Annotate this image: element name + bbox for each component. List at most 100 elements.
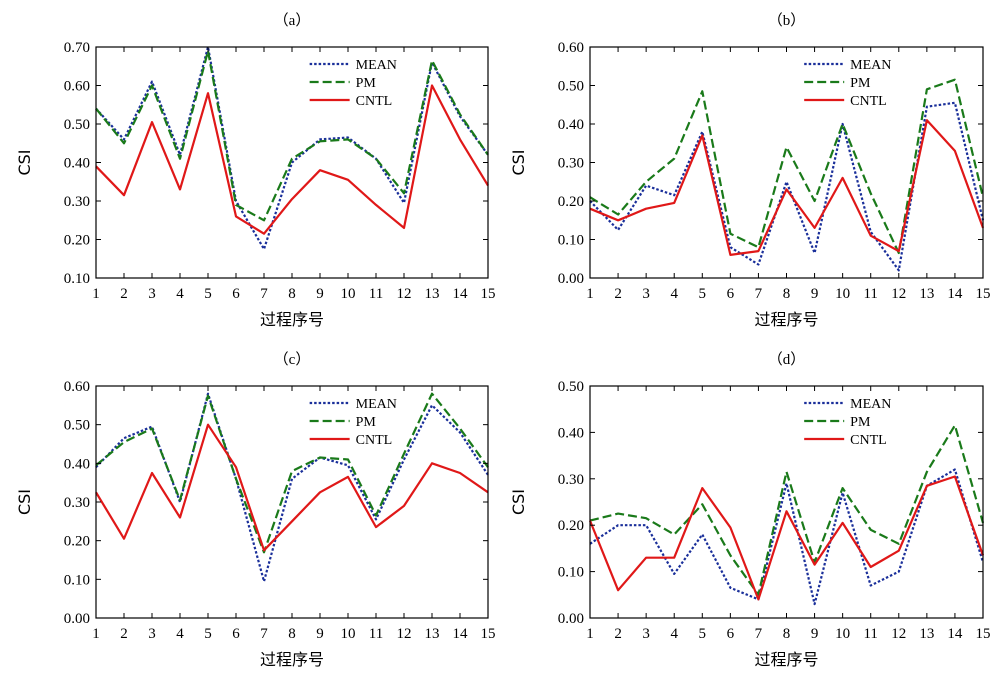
panel-a: （a）0.100.200.300.400.500.600.701 2 3 4 5 6 7 8 9…: [15, 12, 496, 329]
x-tick-label-c: 5: [204, 626, 212, 642]
y-axis-title-d: CSI: [509, 489, 528, 515]
legend-label-c-cntl: CNTL: [356, 433, 393, 448]
panel-a-title: （a）: [274, 12, 311, 29]
y-axis-title-b: CSI: [509, 149, 528, 175]
x-tick-label-b: 6: [727, 286, 735, 302]
x-tick-label-c: 6: [232, 626, 240, 642]
y-tick-label-b: 0.20: [558, 194, 584, 210]
x-tick-label-b: 3: [642, 286, 650, 302]
y-tick-label-c: 0.40: [64, 456, 90, 472]
x-tick-label-d: 9: [811, 626, 819, 642]
series-line-a-pm: [95, 49, 489, 222]
x-tick-label-b: 1: [586, 286, 594, 302]
x-tick-label-a: 1: [92, 286, 100, 302]
x-tick-label-a: 2: [120, 286, 128, 302]
x-tick-label-a: 7: [260, 286, 268, 302]
x-tick-label-a: 14: [453, 286, 469, 302]
x-tick-label-c: 2: [120, 626, 128, 642]
y-tick-label-b: 0.00: [558, 271, 584, 287]
panel-c-title: （c）: [274, 351, 311, 368]
x-tick-label-a: 8: [288, 286, 296, 302]
x-tick-label-b: 10: [835, 286, 850, 302]
y-tick-label-a: 0.20: [64, 233, 90, 249]
x-tick-label-b: 11: [863, 286, 877, 302]
x-tick-label-d: 13: [919, 626, 934, 642]
series-line-c-pm: [95, 392, 489, 554]
x-axis-title-b: 过程序号: [754, 310, 818, 329]
x-tick-label-a: 10: [341, 286, 356, 302]
y-tick-label-b: 0.50: [558, 79, 584, 95]
legend-label-c-pm: PM: [356, 415, 377, 430]
y-axis-title-a: CSI: [15, 149, 34, 175]
y-tick-label-a: 0.60: [64, 79, 90, 95]
x-tick-label-c: 1: [92, 626, 100, 642]
series-line-b-cntl: [589, 119, 985, 256]
y-tick-label-d: 0.30: [558, 472, 584, 488]
legend-label-b-mean: MEAN: [850, 58, 891, 73]
legend-a: MEAN PM CNTL: [309, 58, 397, 109]
x-tick-label-d: 15: [976, 626, 991, 642]
panel-b: （b）0.000.100.200.300.400.500.601 2 3 4 5 6 7 8 9…: [509, 12, 991, 329]
x-tick-label-a: 15: [481, 286, 496, 302]
y-tick-label-a: 0.50: [64, 117, 90, 133]
x-tick-label-b: 14: [947, 286, 963, 302]
x-tick-label-d: 14: [947, 626, 963, 642]
x-axis-title-a: 过程序号: [260, 310, 324, 329]
y-tick-label-b: 0.30: [558, 156, 584, 172]
legend-label-c-mean: MEAN: [356, 397, 397, 412]
series-line-d-pm: [589, 424, 985, 596]
y-tick-label-a: 0.40: [64, 156, 90, 172]
x-tick-label-d: 11: [863, 626, 877, 642]
series-line-c-mean: [95, 392, 489, 583]
y-tick-label-d: 0.00: [558, 611, 584, 627]
x-tick-label-a: 13: [425, 286, 440, 302]
series-line-d-cntl: [588, 475, 985, 601]
y-tick-label-d: 0.20: [558, 518, 584, 534]
y-tick-label-a: 0.70: [64, 40, 90, 56]
y-tick-label-b: 0.60: [558, 40, 584, 56]
x-tick-label-c: 8: [288, 626, 296, 642]
plot-frame-b: [589, 46, 984, 279]
x-tick-label-b: 4: [670, 286, 678, 302]
x-tick-label-c: 12: [397, 626, 412, 642]
x-tick-label-d: 8: [783, 626, 791, 642]
legend-label-b-cntl: CNTL: [850, 94, 887, 109]
x-tick-label-d: 12: [891, 626, 906, 642]
series-line-c-cntl: [95, 423, 489, 552]
x-tick-label-a: 4: [176, 286, 184, 302]
series-line-b-pm: [589, 78, 985, 255]
x-tick-label-b: 5: [699, 286, 707, 302]
plot-frame-d: [589, 385, 984, 619]
panel-b-title: （b）: [768, 12, 806, 29]
x-tick-label-d: 2: [614, 626, 622, 642]
y-tick-label-c: 0.60: [64, 379, 90, 395]
x-tick-label-c: 4: [176, 626, 184, 642]
x-tick-label-b: 15: [976, 286, 991, 302]
x-tick-label-d: 1: [586, 626, 594, 642]
x-tick-label-a: 9: [316, 286, 324, 302]
panel-d: （d）0.000.100.200.300.400.501 2 3 4 5 6 7 8 9 10 11…: [509, 351, 991, 669]
legend-label-d-mean: MEAN: [850, 397, 891, 412]
x-tick-label-b: 7: [755, 286, 763, 302]
legend-label-a-cntl: CNTL: [356, 94, 393, 109]
panel-d-title: （d）: [768, 351, 806, 368]
x-tick-label-d: 6: [727, 626, 735, 642]
x-tick-label-d: 7: [755, 626, 763, 642]
x-tick-label-b: 8: [783, 286, 791, 302]
series-line-a-cntl: [95, 84, 489, 235]
x-tick-label-d: 4: [670, 626, 678, 642]
legend-label-a-pm: PM: [356, 76, 377, 91]
y-tick-label-b: 0.10: [558, 233, 584, 249]
panel-c: （c）0.000.100.200.300.400.500.601 2 3 4 5 6 7 8 9…: [15, 351, 496, 669]
y-tick-label-a: 0.30: [64, 194, 90, 210]
y-tick-label-c: 0.10: [64, 572, 90, 588]
legend-label-d-pm: PM: [850, 415, 871, 430]
x-tick-label-b: 13: [919, 286, 934, 302]
y-tick-label-c: 0.00: [64, 611, 90, 627]
x-tick-label-b: 9: [811, 286, 819, 302]
x-tick-label-c: 3: [148, 626, 156, 642]
x-tick-label-c: 10: [341, 626, 356, 642]
y-tick-label-c: 0.50: [64, 418, 90, 434]
legend-label-b-pm: PM: [850, 76, 871, 91]
